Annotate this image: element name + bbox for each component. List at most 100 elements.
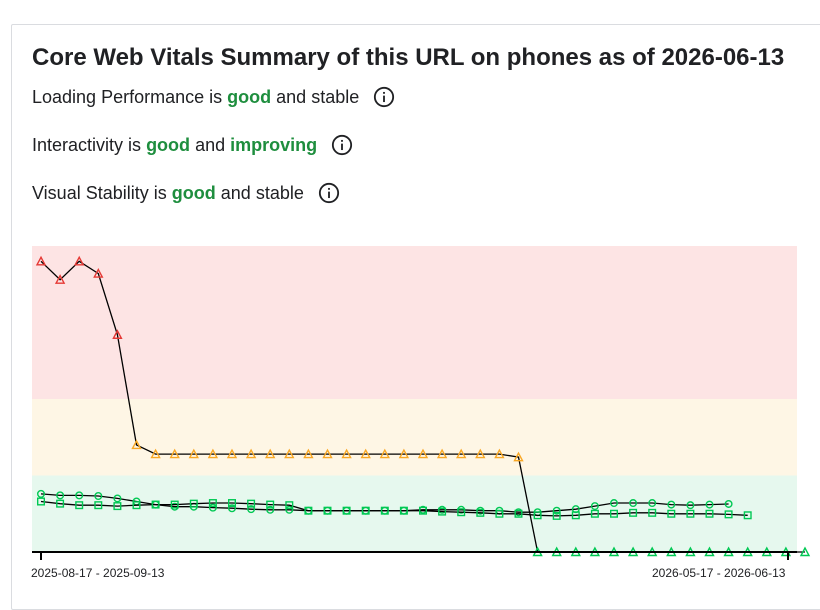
data-point-circle <box>227 504 236 513</box>
data-point-triangle <box>303 448 314 459</box>
data-point-square <box>399 506 408 515</box>
data-point-circle <box>208 503 217 512</box>
data-point-square <box>361 506 370 515</box>
metric-trend: stable <box>255 182 304 203</box>
data-point-triangle <box>341 448 352 459</box>
metric-and: and <box>195 134 226 155</box>
metric-and: and <box>220 182 251 203</box>
data-point-circle <box>610 499 619 508</box>
status-interactivity: Interactivity is good and improving <box>32 134 353 156</box>
data-point-circle <box>285 505 294 514</box>
metric-is: is <box>128 134 142 155</box>
data-point-square <box>75 501 84 510</box>
data-point-circle <box>266 505 275 514</box>
data-point-square <box>227 499 236 508</box>
data-point-circle <box>705 500 714 509</box>
data-point-square <box>132 501 141 510</box>
data-point-triangle <box>93 268 104 278</box>
band-poor <box>32 246 797 399</box>
data-point-circle <box>37 489 46 498</box>
data-point-triangle <box>322 448 333 459</box>
data-point-square <box>208 499 217 508</box>
data-point-triangle <box>226 448 238 459</box>
data-point-triangle <box>379 448 390 459</box>
data-point-triangle <box>169 448 180 459</box>
metric-is: is <box>209 86 223 107</box>
data-point-triangle <box>35 255 47 266</box>
status-visual-stability: Visual Stability is good and stable <box>32 182 340 204</box>
data-point-circle <box>113 494 122 503</box>
metric-rating: good <box>171 182 216 203</box>
data-point-triangle <box>513 451 524 462</box>
data-point-triangle <box>417 448 429 459</box>
metric-trend: stable <box>311 86 360 107</box>
data-point-triangle <box>112 329 123 339</box>
metric-and: and <box>276 86 307 107</box>
data-point-circle <box>648 499 657 508</box>
metric-rating: good <box>146 134 191 155</box>
metric-name: Visual Stability <box>32 182 149 203</box>
data-point-square <box>743 511 752 520</box>
data-point-square <box>285 501 294 510</box>
data-point-square <box>56 499 65 508</box>
data-point-square <box>533 511 542 520</box>
data-point-square <box>686 509 695 518</box>
data-point-triangle <box>494 448 505 459</box>
info-icon[interactable] <box>373 86 395 108</box>
data-point-square <box>94 501 103 510</box>
data-point-square <box>457 508 466 517</box>
data-point-square <box>342 506 351 515</box>
data-point-square <box>151 500 160 509</box>
data-point-square <box>247 499 256 508</box>
data-point-circle <box>629 499 638 508</box>
metric-rating: good <box>227 86 272 107</box>
data-point-square <box>495 509 504 518</box>
band-needs-improvement <box>32 399 797 476</box>
data-point-circle <box>686 501 695 510</box>
data-point-square <box>438 507 447 516</box>
data-point-triangle <box>360 448 371 459</box>
data-point-circle <box>247 505 256 514</box>
status-loading-performance: Loading Performance is good and stable <box>32 86 395 108</box>
x-tick-label: 2026-05-17 - 2026-06-13 <box>652 566 786 580</box>
data-point-square <box>113 502 122 511</box>
x-tick-label: 2025-08-17 - 2025-09-13 <box>31 566 165 580</box>
data-point-square <box>724 510 733 519</box>
metric-name: Loading Performance <box>32 86 205 107</box>
data-point-triangle <box>131 439 142 450</box>
data-point-circle <box>590 502 599 511</box>
data-point-square <box>380 506 389 515</box>
data-point-square <box>610 509 619 518</box>
data-point-square <box>419 506 428 515</box>
data-point-square <box>648 508 657 517</box>
data-point-square <box>476 508 485 517</box>
data-point-triangle <box>245 448 257 459</box>
data-point-triangle <box>284 448 295 459</box>
data-point-circle <box>667 500 676 509</box>
data-point-circle <box>552 506 561 515</box>
data-point-triangle <box>398 448 410 459</box>
info-icon[interactable] <box>331 134 353 156</box>
data-point-triangle <box>799 546 811 557</box>
data-point-circle <box>75 491 84 500</box>
data-point-triangle <box>207 448 219 459</box>
data-point-square <box>266 500 275 509</box>
info-icon[interactable] <box>318 182 340 204</box>
data-point-triangle <box>150 448 161 459</box>
metric-trend: improving <box>230 134 318 155</box>
data-point-square <box>552 511 561 520</box>
metric-name: Interactivity <box>32 134 124 155</box>
data-point-square <box>571 511 580 520</box>
data-point-square <box>189 499 198 508</box>
data-point-square <box>170 500 179 509</box>
data-point-square <box>323 506 332 515</box>
data-point-triangle <box>436 448 448 459</box>
data-point-circle <box>56 491 65 500</box>
data-point-triangle <box>74 255 85 266</box>
page-title: Core Web Vitals Summary of this URL on p… <box>32 44 785 71</box>
data-point-triangle <box>265 448 276 459</box>
data-point-triangle <box>475 448 486 459</box>
data-point-circle <box>94 492 103 501</box>
data-point-square <box>629 508 638 517</box>
